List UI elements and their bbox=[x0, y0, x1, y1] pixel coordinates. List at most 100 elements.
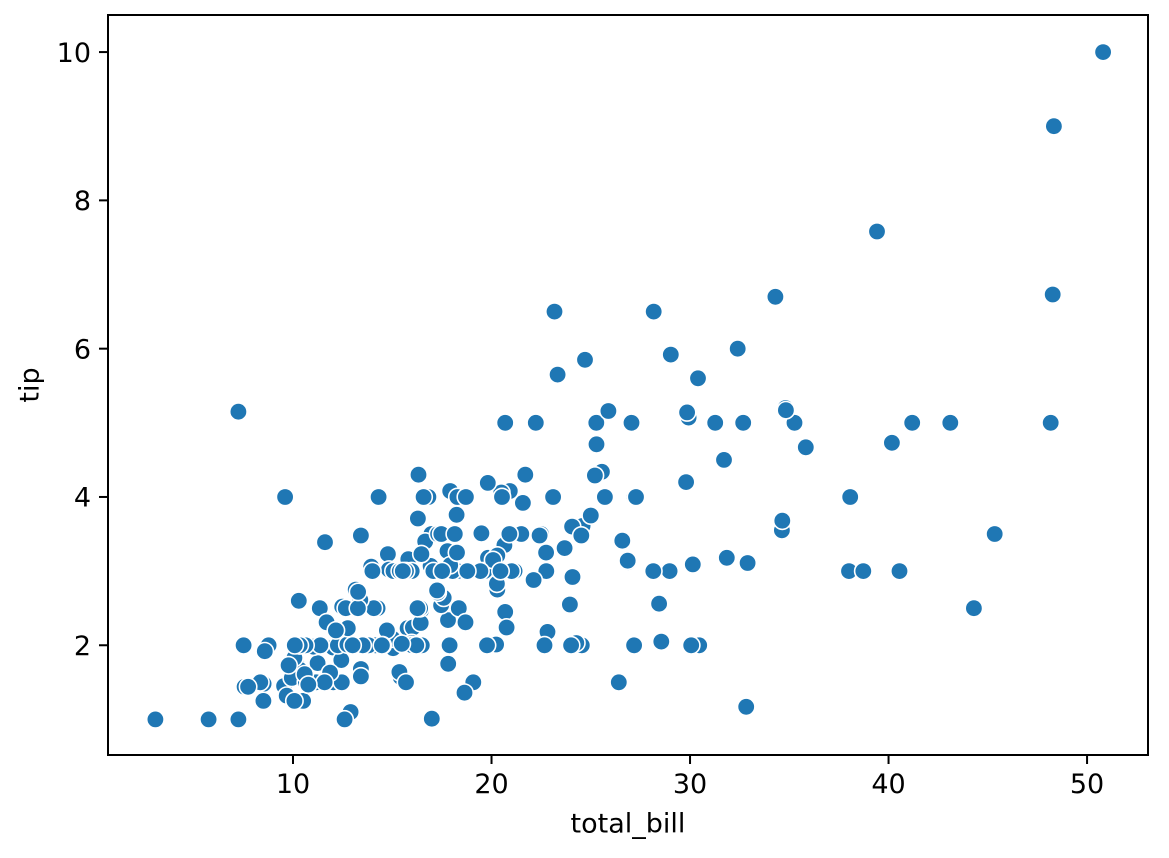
data-point bbox=[284, 691, 304, 711]
data-point bbox=[964, 598, 984, 618]
data-point bbox=[454, 683, 474, 703]
data-point bbox=[882, 433, 902, 453]
data-point bbox=[661, 345, 681, 365]
data-point bbox=[676, 472, 696, 492]
data-point bbox=[765, 287, 785, 307]
x-axis-label: total_bill bbox=[570, 808, 686, 840]
data-point bbox=[477, 635, 497, 655]
data-point bbox=[705, 413, 725, 433]
data-point bbox=[985, 524, 1005, 544]
data-point bbox=[411, 544, 431, 564]
data-point bbox=[524, 570, 544, 590]
data-point bbox=[595, 487, 615, 507]
data-point bbox=[447, 543, 467, 563]
data-point bbox=[440, 635, 460, 655]
data-point bbox=[536, 543, 556, 563]
data-point bbox=[867, 222, 887, 242]
data-point bbox=[575, 350, 595, 370]
data-point bbox=[651, 632, 671, 652]
data-point bbox=[408, 508, 428, 528]
data-point bbox=[495, 413, 515, 433]
data-point bbox=[562, 567, 582, 587]
data-point bbox=[940, 413, 960, 433]
data-point bbox=[275, 487, 295, 507]
y-tick-label: 2 bbox=[74, 631, 91, 662]
data-point bbox=[688, 368, 708, 388]
data-point bbox=[492, 487, 512, 507]
data-point bbox=[681, 635, 701, 655]
data-point bbox=[369, 487, 389, 507]
data-point bbox=[581, 505, 601, 525]
y-tick-label: 4 bbox=[74, 483, 91, 514]
data-point bbox=[717, 548, 737, 568]
data-point bbox=[456, 487, 476, 507]
y-axis-label: tip bbox=[14, 367, 46, 403]
data-point bbox=[145, 709, 165, 729]
data-point bbox=[393, 561, 413, 581]
data-point bbox=[586, 434, 606, 454]
data-point bbox=[728, 339, 748, 359]
data-point bbox=[840, 487, 860, 507]
y-tick-label: 6 bbox=[74, 334, 91, 365]
data-point bbox=[544, 302, 564, 322]
data-point bbox=[555, 538, 575, 558]
data-point bbox=[234, 635, 254, 655]
data-point bbox=[776, 400, 796, 420]
data-point bbox=[396, 672, 416, 692]
data-point bbox=[772, 511, 792, 531]
plot-spines bbox=[107, 14, 1149, 756]
x-tick-label: 30 bbox=[673, 769, 707, 800]
x-tick-label: 20 bbox=[474, 769, 508, 800]
data-point bbox=[499, 524, 519, 544]
data-point bbox=[238, 677, 258, 697]
data-point bbox=[497, 617, 517, 637]
data-point bbox=[796, 437, 816, 457]
data-point bbox=[362, 561, 382, 581]
data-point bbox=[853, 561, 873, 581]
data-point bbox=[526, 413, 546, 433]
data-point bbox=[733, 413, 753, 433]
data-point bbox=[618, 551, 638, 571]
data-point bbox=[432, 561, 452, 581]
data-point bbox=[889, 561, 909, 581]
data-point bbox=[571, 525, 591, 545]
data-point bbox=[228, 402, 248, 422]
data-point bbox=[298, 675, 318, 695]
data-point bbox=[348, 582, 368, 602]
y-tick-label: 10 bbox=[57, 38, 91, 69]
data-point bbox=[407, 598, 427, 618]
data-point bbox=[736, 697, 756, 717]
x-tick-label: 40 bbox=[871, 769, 905, 800]
data-point bbox=[530, 525, 550, 545]
data-point bbox=[561, 635, 581, 655]
data-point bbox=[738, 553, 758, 573]
data-point bbox=[438, 654, 458, 674]
data-point bbox=[285, 635, 305, 655]
data-point bbox=[515, 465, 535, 485]
data-point bbox=[255, 641, 275, 661]
data-point bbox=[408, 465, 428, 485]
data-point bbox=[335, 709, 355, 729]
data-point bbox=[447, 505, 467, 525]
data-point bbox=[543, 487, 563, 507]
data-point bbox=[427, 580, 447, 600]
x-tick-label: 50 bbox=[1070, 769, 1104, 800]
data-point bbox=[644, 302, 664, 322]
data-point bbox=[612, 531, 632, 551]
data-point bbox=[534, 635, 554, 655]
data-point bbox=[457, 561, 477, 581]
data-point bbox=[649, 594, 669, 614]
data-point bbox=[626, 487, 646, 507]
data-point bbox=[513, 493, 533, 513]
data-point bbox=[372, 635, 392, 655]
data-point bbox=[326, 620, 346, 640]
data-point bbox=[902, 413, 922, 433]
data-point bbox=[343, 635, 363, 655]
data-point bbox=[445, 524, 465, 544]
data-point bbox=[253, 691, 273, 711]
x-tick-label: 10 bbox=[276, 769, 310, 800]
y-tick-label: 8 bbox=[74, 186, 91, 217]
data-point bbox=[598, 401, 618, 421]
